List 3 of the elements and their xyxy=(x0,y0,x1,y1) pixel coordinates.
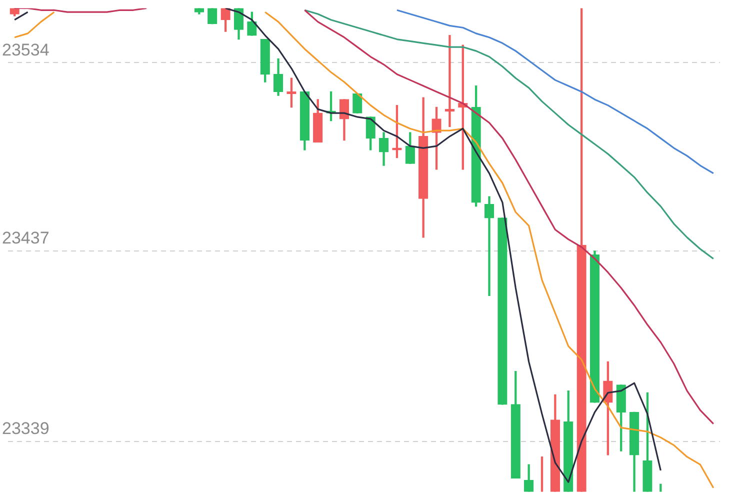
y-tick-label: 23534 xyxy=(2,40,50,60)
y-tick-label: 23437 xyxy=(2,228,50,248)
y-tick-label: 23339 xyxy=(2,418,50,438)
